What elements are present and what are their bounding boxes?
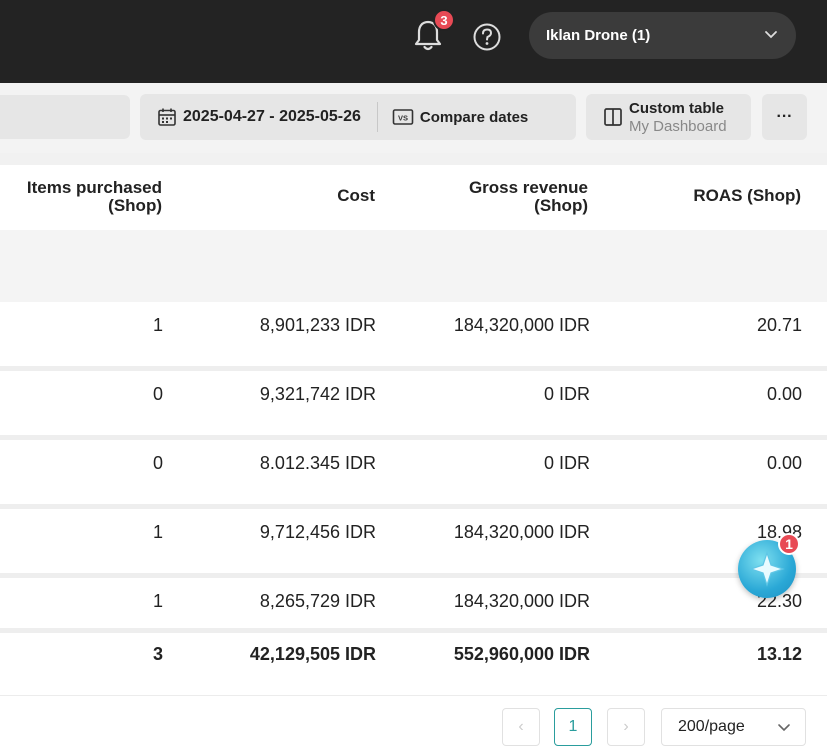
chevron-down-icon bbox=[778, 724, 790, 732]
custom-table-subtitle: My Dashboard bbox=[629, 118, 727, 135]
row-separator bbox=[0, 435, 827, 440]
cell-revenue: 0 IDR bbox=[543, 384, 590, 404]
header-cost[interactable]: Cost bbox=[337, 186, 375, 205]
cell-cost: 9,321,742 IDR bbox=[259, 384, 376, 404]
cell-roas: 0.00 bbox=[766, 453, 802, 473]
chevron-down-icon bbox=[765, 31, 777, 39]
date-range-text: 2025-04-27 - 2025-05-26 bbox=[183, 108, 361, 125]
cell-items: 0 bbox=[152, 384, 163, 404]
table-header: Items purchased (Shop) Cost Gross revenu… bbox=[0, 165, 827, 230]
total-revenue: 552,960,000 IDR bbox=[453, 644, 590, 664]
row-separator bbox=[0, 504, 827, 509]
search-box[interactable] bbox=[0, 95, 130, 139]
cell-roas: 0.00 bbox=[766, 384, 802, 404]
compare-dates-label: Compare dates bbox=[419, 108, 529, 126]
columns-icon bbox=[604, 108, 622, 126]
cell-items: 1 bbox=[152, 522, 163, 542]
date-range-picker[interactable]: 2025-04-27 - 2025-05-26 VS Compare dates bbox=[140, 94, 576, 140]
pagination: ‹ 1 › 200/page bbox=[0, 695, 827, 753]
cell-revenue: 184,320,000 IDR bbox=[453, 522, 590, 542]
table-row[interactable]: 1 9,712,456 IDR 184,320,000 IDR 18.98 bbox=[0, 509, 827, 573]
total-roas: 13.12 bbox=[756, 644, 802, 664]
account-name: Iklan Drone (1) bbox=[546, 27, 651, 44]
divider bbox=[376, 102, 378, 132]
header-items-purchased[interactable]: Items purchased (Shop) bbox=[26, 178, 162, 215]
account-selector[interactable]: Iklan Drone (1) bbox=[529, 12, 796, 59]
assistant-button[interactable] bbox=[738, 540, 796, 598]
row-separator bbox=[0, 366, 827, 371]
compare-vs-icon: VS bbox=[392, 109, 414, 125]
cell-cost: 8,901,233 IDR bbox=[259, 315, 376, 335]
help-icon[interactable] bbox=[472, 22, 502, 52]
cell-cost: 8,265,729 IDR bbox=[259, 591, 376, 611]
cell-items: 1 bbox=[152, 315, 163, 335]
calendar-icon bbox=[158, 108, 176, 126]
row-separator bbox=[0, 628, 827, 633]
toolbar: 2025-04-27 - 2025-05-26 VS Compare dates… bbox=[0, 83, 827, 153]
table-row[interactable]: 0 9,321,742 IDR 0 IDR 0.00 bbox=[0, 371, 827, 435]
cell-cost: 9,712,456 IDR bbox=[259, 522, 376, 542]
table-row[interactable]: 1 8,265,729 IDR 184,320,000 IDR 22.30 bbox=[0, 578, 827, 628]
more-options-button[interactable]: ··· bbox=[762, 94, 807, 140]
row-separator bbox=[0, 573, 827, 578]
top-bar: 3 Iklan Drone (1) bbox=[0, 0, 827, 83]
cell-items: 1 bbox=[152, 591, 163, 611]
custom-table-button[interactable]: Custom table My Dashboard bbox=[586, 94, 751, 140]
next-page-button[interactable]: › bbox=[607, 708, 645, 746]
cell-roas: 20.71 bbox=[756, 315, 802, 335]
cell-revenue: 184,320,000 IDR bbox=[453, 591, 590, 611]
page-size-label: 200/page bbox=[678, 718, 745, 735]
header-gross-revenue[interactable]: Gross revenue (Shop) bbox=[468, 178, 588, 215]
notification-badge: 3 bbox=[433, 9, 455, 31]
total-cost: 42,129,505 IDR bbox=[249, 644, 376, 664]
page-size-select[interactable]: 200/page bbox=[661, 708, 806, 746]
page-1-button[interactable]: 1 bbox=[554, 708, 592, 746]
total-items: 3 bbox=[152, 644, 163, 664]
assistant-badge: 1 bbox=[778, 533, 800, 555]
cell-revenue: 0 IDR bbox=[543, 453, 590, 473]
cell-revenue: 184,320,000 IDR bbox=[453, 315, 590, 335]
header-roas[interactable]: ROAS (Shop) bbox=[693, 186, 801, 205]
cell-cost: 8.012.345 IDR bbox=[259, 453, 376, 473]
table-row[interactable]: 0 8.012.345 IDR 0 IDR 0.00 bbox=[0, 440, 827, 504]
sparkle-icon bbox=[749, 551, 785, 587]
cell-items: 0 bbox=[152, 453, 163, 473]
svg-text:VS: VS bbox=[398, 114, 408, 123]
table-row-empty bbox=[0, 230, 827, 302]
table-row[interactable]: 1 8,901,233 IDR 184,320,000 IDR 20.71 bbox=[0, 302, 827, 366]
prev-page-button[interactable]: ‹ bbox=[502, 708, 540, 746]
custom-table-title: Custom table bbox=[629, 100, 725, 117]
table-total-row: 3 42,129,505 IDR 552,960,000 IDR 13.12 bbox=[0, 633, 827, 695]
